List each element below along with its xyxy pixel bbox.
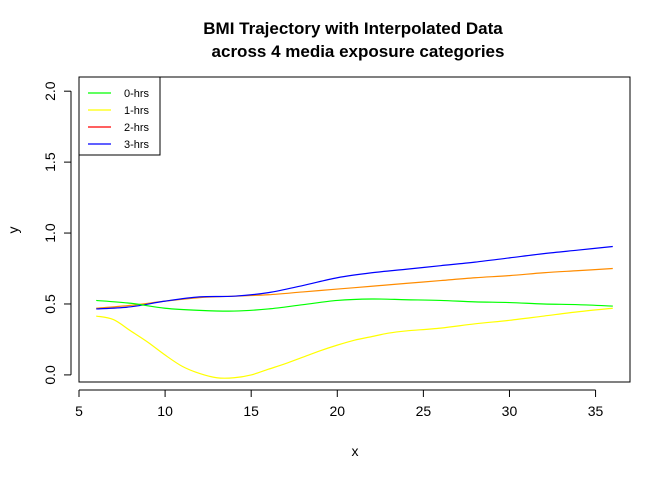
legend-box (78, 76, 161, 156)
chart-title-line-2: across 4 media exposure categories (212, 42, 505, 61)
y-tick-label: 1.0 (42, 223, 58, 243)
x-tick-label: 10 (157, 403, 173, 419)
x-tick-label: 30 (502, 403, 518, 419)
y-tick-label: 2.0 (42, 81, 58, 101)
x-tick-label: 15 (243, 403, 259, 419)
legend-label: 1-hrs (124, 105, 150, 117)
x-axis: 5 10 15 20 25 30 35 (75, 389, 604, 419)
legend-label: 3-hrs (124, 139, 150, 151)
x-tick-label: 25 (416, 403, 432, 419)
series-layer (96, 245, 613, 379)
legend-label: 0-hrs (124, 88, 150, 100)
x-tick-label: 20 (329, 403, 345, 419)
legend: 0-hrs 1-hrs 2-hrs 3-hrs (78, 76, 161, 156)
y-tick-label: 0.0 (42, 365, 58, 385)
x-tick-label: 35 (588, 403, 604, 419)
chart-title-line-1: BMI Trajectory with Interpolated Data (203, 19, 503, 38)
y-tick-label: 1.5 (42, 152, 58, 172)
x-tick-label: 5 (75, 403, 83, 419)
plot-frame (78, 76, 631, 383)
x-axis-title: x (352, 443, 359, 459)
y-axis-title: y (5, 227, 21, 234)
series-line-4 (96, 307, 613, 379)
legend-label: 2-hrs (124, 122, 150, 134)
series-line-3 (96, 298, 613, 312)
series-line-2 (96, 245, 613, 310)
y-axis: 0.0 0.5 1.0 1.5 2.0 (42, 81, 72, 385)
y-tick-label: 0.5 (42, 294, 58, 314)
